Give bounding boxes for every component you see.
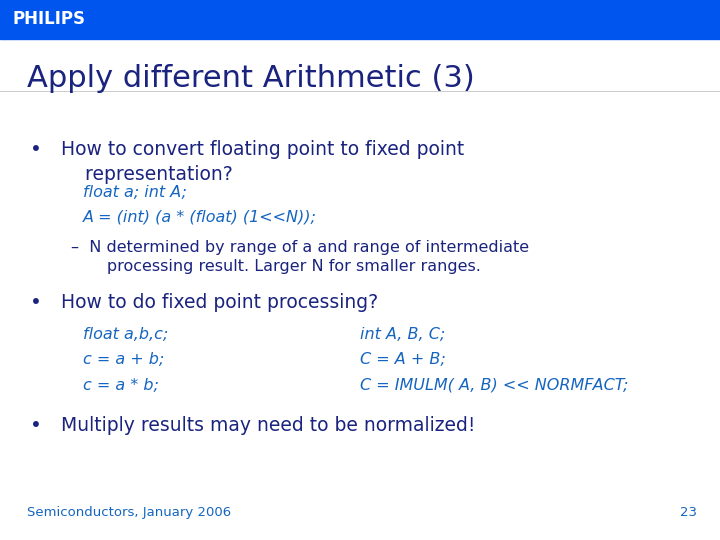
Text: Multiply results may need to be normalized!: Multiply results may need to be normaliz… [61, 416, 476, 435]
Text: –  N determined by range of a and range of intermediate
       processing result: – N determined by range of a and range o… [71, 240, 528, 274]
Text: c = a + b;: c = a + b; [83, 352, 164, 367]
Text: •: • [30, 416, 42, 435]
Bar [0, 0, 720, 39]
Text: c = a * b;: c = a * b; [83, 378, 158, 393]
Text: •: • [30, 293, 42, 312]
Text: 23: 23 [680, 507, 697, 519]
Text: Semiconductors, January 2006: Semiconductors, January 2006 [27, 507, 232, 519]
Text: C = A + B;: C = A + B; [360, 352, 446, 367]
Text: Apply different Arithmetic (3): Apply different Arithmetic (3) [27, 64, 475, 93]
Text: PHILIPS: PHILIPS [13, 10, 86, 29]
Text: A = (int) (a * (float) (1<<N));: A = (int) (a * (float) (1<<N)); [83, 210, 317, 225]
Text: C = IMULM( A, B) << NORMFACT;: C = IMULM( A, B) << NORMFACT; [360, 378, 629, 393]
Text: float a,b,c;: float a,b,c; [83, 327, 168, 342]
Text: float a; int A;: float a; int A; [83, 185, 186, 200]
Text: int A, B, C;: int A, B, C; [360, 327, 445, 342]
Text: How to convert floating point to fixed point
    representation?: How to convert floating point to fixed p… [61, 140, 464, 184]
Text: •: • [30, 140, 42, 159]
Text: How to do fixed point processing?: How to do fixed point processing? [61, 293, 378, 312]
